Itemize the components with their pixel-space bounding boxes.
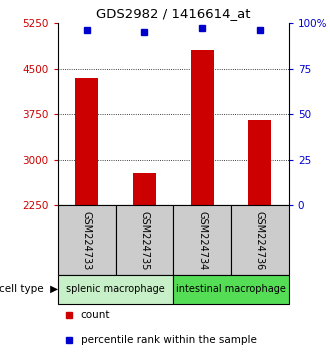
Bar — [75, 78, 98, 205]
Bar — [58, 275, 173, 303]
Title: GDS2982 / 1416614_at: GDS2982 / 1416614_at — [96, 7, 250, 21]
Bar — [191, 50, 214, 205]
Bar — [58, 205, 115, 275]
Text: splenic macrophage: splenic macrophage — [66, 285, 165, 295]
Text: cell type  ▶: cell type ▶ — [0, 285, 58, 295]
Bar — [173, 205, 231, 275]
Bar — [248, 120, 271, 205]
Text: GSM224736: GSM224736 — [255, 211, 265, 270]
Text: percentile rank within the sample: percentile rank within the sample — [81, 335, 257, 345]
Text: GSM224734: GSM224734 — [197, 211, 207, 270]
Text: GSM224733: GSM224733 — [82, 211, 92, 270]
Bar — [133, 173, 156, 205]
Bar — [173, 275, 289, 303]
Bar — [115, 205, 173, 275]
Text: intestinal macrophage: intestinal macrophage — [176, 285, 286, 295]
Text: GSM224735: GSM224735 — [139, 211, 149, 270]
Text: count: count — [81, 310, 110, 320]
Bar — [231, 205, 289, 275]
